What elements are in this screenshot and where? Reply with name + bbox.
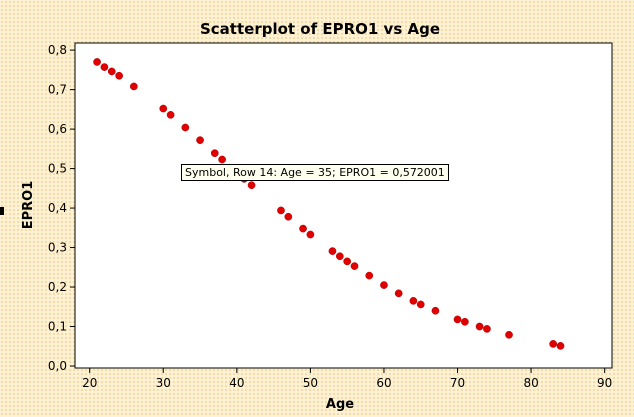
data-point[interactable]	[277, 206, 285, 215]
data-point[interactable]	[483, 325, 491, 333]
data-point[interactable]	[299, 224, 307, 233]
x-axis: 20 30 40 50 60 70 80 90	[82, 368, 612, 390]
y-tick-label: 0,1	[48, 320, 67, 334]
data-point[interactable]	[556, 342, 565, 350]
y-tick-label: 0,5	[48, 162, 67, 176]
data-point[interactable]	[100, 63, 109, 71]
y-axis: 0,0 0,1 0,2 0,3 0,4 0,5 0,6 0,7 0,8	[48, 43, 75, 373]
data-point[interactable]	[409, 297, 418, 305]
x-tick-label: 30	[156, 376, 171, 390]
data-point[interactable]	[365, 271, 374, 280]
y-tick-label: 0,8	[48, 43, 67, 57]
x-axis-label: Age	[326, 397, 354, 412]
data-point[interactable]	[306, 230, 315, 239]
data-point[interactable]	[416, 300, 425, 309]
data-point[interactable]	[453, 315, 462, 324]
data-point[interactable]	[93, 58, 101, 66]
data-point[interactable]	[350, 262, 359, 270]
data-point[interactable]	[343, 257, 352, 266]
data-point[interactable]	[284, 212, 293, 221]
data-point[interactable]	[159, 104, 168, 113]
y-tick-label: 0,7	[48, 83, 67, 97]
data-point[interactable]	[394, 289, 403, 298]
data-point[interactable]	[461, 317, 469, 326]
x-tick-label: 60	[376, 376, 391, 390]
y-tick-label: 0,3	[48, 241, 67, 255]
data-point[interactable]	[115, 71, 123, 80]
data-point[interactable]	[247, 181, 256, 190]
x-tick-label: 80	[523, 376, 538, 390]
data-point[interactable]	[210, 149, 219, 158]
x-tick-label: 40	[229, 376, 244, 390]
data-point[interactable]	[166, 111, 175, 119]
chart-title: Scatterplot of EPRO1 vs Age	[200, 20, 440, 38]
data-point-tooltip: Symbol, Row 14: Age = 35; EPRO1 = 0,5720…	[181, 164, 449, 181]
data-point[interactable]	[335, 252, 344, 261]
x-tick-label: 20	[82, 376, 97, 390]
plot-area	[74, 42, 613, 369]
data-point[interactable]	[107, 67, 116, 76]
data-point[interactable]	[549, 340, 558, 348]
data-point[interactable]	[431, 306, 440, 315]
x-tick-label: 50	[303, 376, 318, 390]
y-axis-label: EPRO1	[21, 181, 36, 230]
y-tick-label: 0,4	[48, 201, 67, 215]
data-point[interactable]	[218, 155, 226, 164]
data-point[interactable]	[475, 322, 484, 331]
data-point[interactable]	[196, 136, 204, 144]
window-edge-mark	[0, 207, 4, 215]
y-tick-label: 0,2	[48, 280, 67, 294]
data-point[interactable]	[181, 123, 190, 132]
x-tick-label: 90	[597, 376, 612, 390]
data-point[interactable]	[505, 330, 513, 339]
y-tick-label: 0,0	[48, 359, 67, 373]
data-point[interactable]	[380, 281, 388, 289]
data-point[interactable]	[328, 247, 337, 255]
data-point[interactable]	[129, 82, 138, 91]
y-tick-label: 0,6	[48, 122, 67, 136]
x-tick-label: 70	[450, 376, 465, 390]
